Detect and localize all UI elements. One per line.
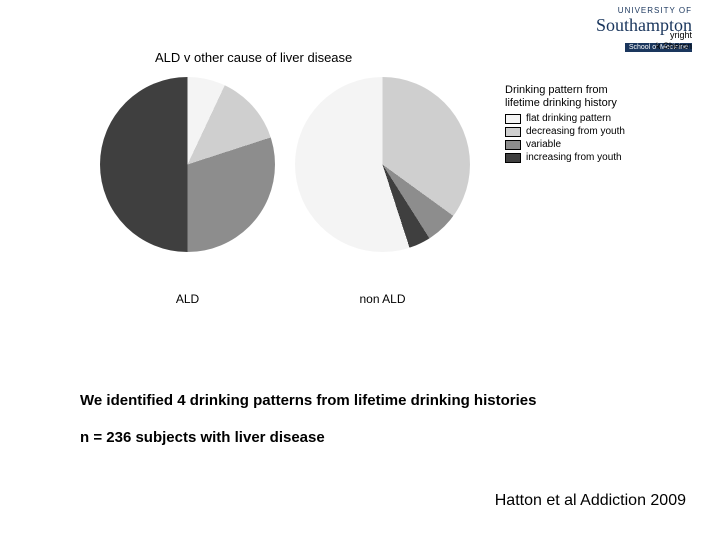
citation: Hatton et al Addiction 2009 — [495, 492, 686, 510]
copyright-line-2: k Sheron — [656, 41, 692, 52]
body-line-1: We identified 4 drinking patterns from l… — [80, 392, 640, 409]
chart-title: ALD v other cause of liver disease — [155, 50, 645, 65]
pie-wrap: ALD — [100, 77, 275, 306]
pie-chart — [295, 77, 470, 252]
pie-row: ALD non ALD — [100, 77, 645, 306]
body-line-2: n = 236 subjects with liver disease — [80, 429, 640, 446]
chart-region: ALD v other cause of liver disease Drink… — [100, 50, 645, 306]
body-text: We identified 4 drinking patterns from l… — [80, 392, 640, 446]
pie-label: ALD — [176, 292, 199, 306]
logo-topline: UNIVERSITY OF — [596, 6, 692, 15]
slide: UNIVERSITY OF Southampton School of Medi… — [0, 0, 720, 540]
pie-label: non ALD — [359, 292, 405, 306]
copyright-line-1: yright — [656, 30, 692, 41]
copyright-fragment: yright k Sheron — [656, 30, 692, 52]
pie-wrap: non ALD — [295, 77, 470, 306]
pie-chart — [100, 77, 275, 252]
